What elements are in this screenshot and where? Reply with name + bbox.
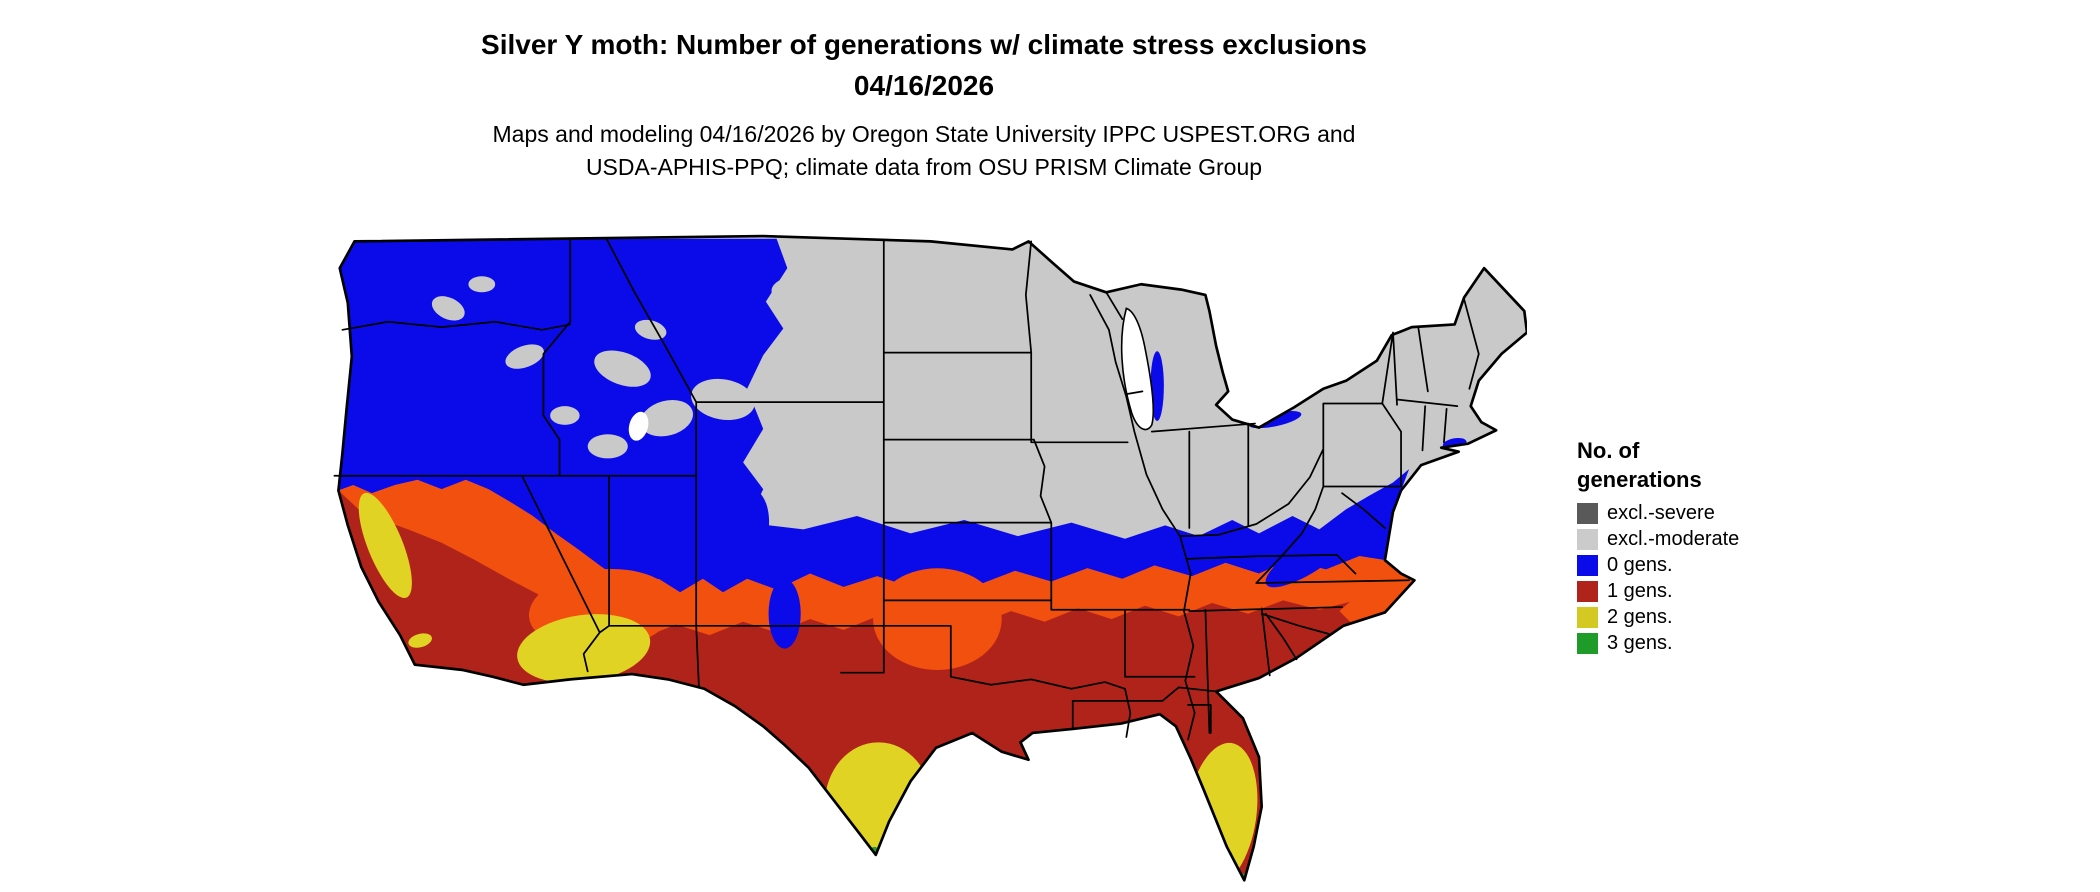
great-salt-lake — [628, 411, 649, 441]
state-borders — [333, 237, 1480, 741]
legend-swatch-2-gens — [1577, 607, 1598, 628]
legend-item-2-gens: 2 gens. — [1577, 606, 1739, 628]
legend-item-3-gens: 3 gens. — [1577, 632, 1739, 654]
legend-swatch-excl-severe — [1577, 503, 1598, 524]
header: Silver Y moth: Number of generations w/ … — [0, 24, 1848, 184]
legend-item-excl-moderate: excl.-moderate — [1577, 528, 1740, 550]
region-3-gens — [870, 846, 1249, 881]
page-title: Silver Y moth: Number of generations w/ … — [481, 29, 1367, 60]
lake-michigan — [1120, 307, 1154, 431]
legend-item-1-gens: 1 gens. — [1577, 580, 1739, 602]
inland-water — [628, 307, 1154, 441]
us-map-svg — [333, 234, 1527, 882]
legend: No. of generations excl.-severe excl.-mo… — [1577, 436, 1739, 659]
legend-label-2-gens: 2 gens. — [1607, 606, 1673, 628]
region-0-gens — [338, 238, 1410, 593]
legend-item-excl-severe: excl.-severe — [1577, 502, 1739, 524]
legend-title-line-2: generations — [1577, 467, 1702, 492]
legend-swatch-1-gens — [1577, 581, 1598, 602]
us-outline — [337, 234, 1527, 882]
legend-label-excl-severe: excl.-severe — [1607, 502, 1715, 524]
legend-label-1-gens: 1 gens. — [1607, 580, 1673, 602]
legend-item-0-gens: 0 gens. — [1577, 554, 1739, 576]
us-generations-map — [321, 228, 1527, 887]
subtitle: Maps and modeling 04/16/2026 by Oregon S… — [0, 118, 1848, 184]
subtitle-line-2: USDA-APHIS-PPQ; climate data from OSU PR… — [585, 154, 1263, 180]
legend-label-0-gens: 0 gens. — [1607, 554, 1673, 576]
legend-label-3-gens: 3 gens. — [1607, 632, 1673, 654]
subtitle-line-1: Maps and modeling 04/16/2026 by Oregon S… — [492, 121, 1356, 147]
page-title-date: 04/16/2026 — [853, 70, 995, 101]
legend-rows: excl.-severe excl.-moderate 0 gens. 1 ge… — [1577, 502, 1740, 654]
legend-label-excl-moderate: excl.-moderate — [1607, 528, 1740, 550]
legend-title-line-1: No. of — [1577, 438, 1640, 463]
legend-swatch-3-gens — [1577, 633, 1598, 654]
legend-swatch-0-gens — [1577, 555, 1598, 576]
legend-swatch-excl-moderate — [1577, 529, 1598, 550]
speckles-excl-moderate — [431, 275, 814, 459]
